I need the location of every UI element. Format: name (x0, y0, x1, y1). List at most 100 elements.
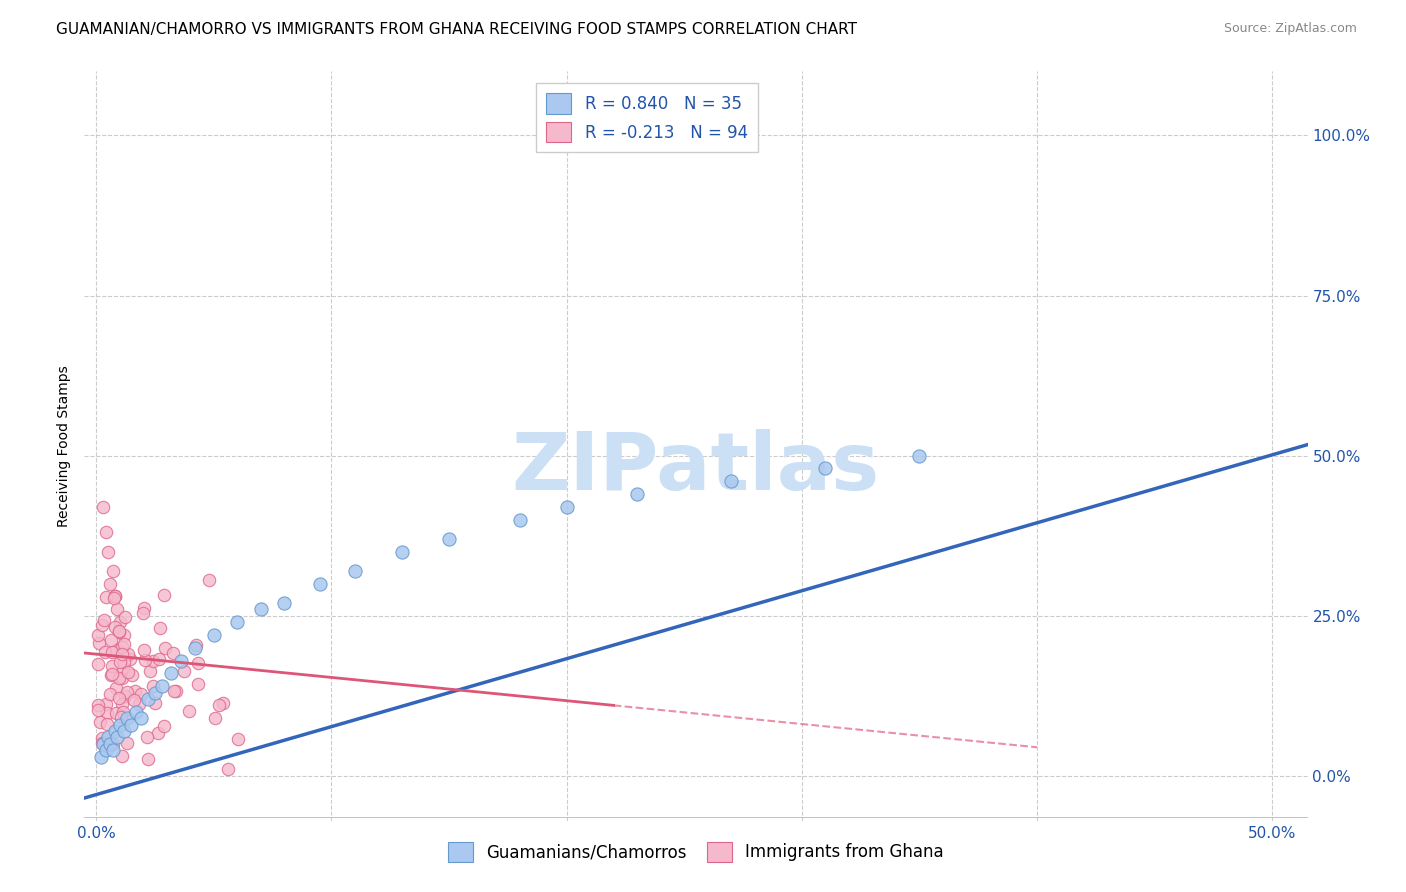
Point (456, 737, 478, 751)
Point (217, 763, 239, 777)
Point (198, 573, 221, 587)
Point (108, 615, 131, 629)
Point (316, 737, 339, 751)
Point (173, 664, 195, 678)
Point (90, 749, 112, 764)
Point (114, 689, 136, 703)
Point (114, 610, 136, 624)
Point (162, 646, 184, 660)
Point (387, 737, 409, 751)
Point (152, 588, 174, 602)
Point (560, 737, 582, 751)
Point (104, 590, 127, 604)
Point (94, 743, 117, 757)
Point (94, 525, 117, 540)
Point (100, 666, 122, 681)
Point (89, 714, 111, 729)
Point (790, 737, 813, 751)
Point (87, 703, 110, 717)
Point (814, 461, 837, 475)
Point (138, 752, 160, 766)
Point (908, 737, 931, 751)
Point (121, 668, 143, 682)
Point (136, 692, 159, 706)
Point (115, 711, 138, 725)
Point (132, 643, 155, 657)
Point (554, 737, 576, 751)
Text: Source: ZipAtlas.com: Source: ZipAtlas.com (1223, 22, 1357, 36)
Point (177, 704, 200, 718)
Point (111, 647, 134, 661)
Point (108, 624, 131, 639)
Point (347, 737, 370, 751)
Point (139, 664, 162, 678)
Point (249, 602, 271, 616)
Point (437, 532, 460, 546)
Point (547, 737, 569, 751)
Point (744, 737, 766, 751)
Point (129, 711, 152, 725)
Point (481, 737, 503, 751)
Point (98, 576, 121, 591)
Point (143, 696, 166, 710)
Point (353, 737, 375, 751)
Point (318, 737, 340, 751)
Point (142, 679, 165, 693)
Y-axis label: Receiving Food Stamps: Receiving Food Stamps (58, 365, 72, 527)
Point (685, 737, 707, 751)
Point (273, 596, 295, 610)
Point (101, 737, 124, 751)
Point (100, 668, 122, 682)
Point (378, 737, 401, 751)
Point (108, 691, 131, 706)
Point (149, 621, 172, 635)
Point (104, 706, 127, 720)
Point (103, 591, 125, 605)
Point (150, 679, 173, 693)
Point (668, 737, 690, 751)
Point (226, 731, 249, 746)
Point (602, 737, 624, 751)
Point (409, 737, 432, 751)
Point (111, 697, 134, 711)
Point (105, 643, 128, 657)
Point (104, 723, 127, 738)
Point (423, 737, 446, 751)
Point (93, 613, 115, 627)
Point (94, 590, 117, 604)
Point (153, 719, 176, 733)
Point (742, 737, 765, 751)
Point (202, 628, 225, 642)
Point (128, 697, 150, 711)
Point (160, 666, 183, 681)
Point (170, 654, 193, 668)
Point (540, 737, 562, 751)
Point (838, 737, 860, 751)
Point (96, 706, 118, 720)
Point (111, 640, 134, 654)
Point (112, 655, 135, 669)
Point (184, 640, 207, 655)
Point (565, 737, 588, 751)
Point (93, 645, 115, 659)
Point (98, 686, 121, 700)
Point (118, 652, 141, 666)
Point (572, 737, 595, 751)
Point (506, 737, 529, 751)
Point (187, 656, 209, 670)
Point (104, 681, 127, 695)
Point (187, 676, 209, 690)
Point (98, 737, 121, 751)
Point (124, 684, 146, 698)
Legend: Guamanians/Chamorros, Immigrants from Ghana: Guamanians/Chamorros, Immigrants from Gh… (441, 835, 950, 869)
Point (650, 737, 672, 751)
Point (515, 737, 537, 751)
Point (696, 737, 718, 751)
Point (456, 737, 478, 751)
Point (87, 627, 110, 641)
Point (87, 636, 110, 650)
Point (112, 723, 135, 738)
Point (105, 602, 128, 616)
Point (165, 684, 187, 698)
Point (979, 737, 1001, 751)
